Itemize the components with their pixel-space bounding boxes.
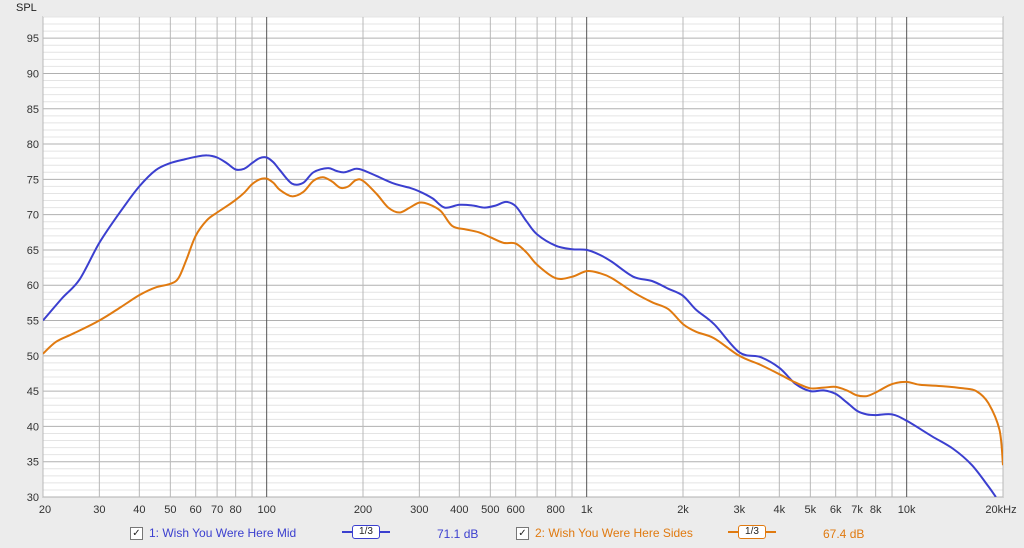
series1-checkbox[interactable]: ✓ (130, 526, 143, 540)
series2-level: 67.4 dB (823, 527, 865, 541)
y-tick-label: 70 (27, 210, 39, 222)
y-tick-label: 55 (27, 316, 39, 328)
x-tick-label: 200 (354, 504, 372, 516)
series1-smoothing-value: 1/3 (352, 525, 380, 539)
y-tick-label: 30 (27, 492, 39, 504)
x-tick-label: 800 (546, 504, 564, 516)
grid (42, 16, 1004, 498)
y-tick-label: 50 (27, 351, 39, 363)
x-tick-label: 6k (830, 504, 842, 516)
x-tick-label: 5k (805, 504, 817, 516)
x-tick-label: 3k (734, 504, 746, 516)
x-tick-label: 80 (230, 504, 242, 516)
x-tick-label: 300 (410, 504, 428, 516)
legend-item-mid[interactable]: ✓ 1: Wish You Were Here Mid (130, 526, 296, 540)
y-tick-label: 85 (27, 104, 39, 116)
y-tick-label: 60 (27, 280, 39, 292)
y-tick-label: 80 (27, 139, 39, 151)
y-tick-label: 75 (27, 174, 39, 186)
x-tick-label: 70 (211, 504, 223, 516)
x-tick-label: 400 (450, 504, 468, 516)
x-tick-label: 1k (581, 504, 593, 516)
x-tick-label: 40 (133, 504, 145, 516)
x-tick-label: 7k (851, 504, 863, 516)
x-tick-label: 100 (257, 504, 275, 516)
y-tick-label: 90 (27, 68, 39, 80)
legend: ✓ 1: Wish You Were Here Mid 1/3 71.1 dB … (0, 522, 1024, 546)
x-tick-label: 20kHz (985, 504, 1016, 516)
series2-smoothing[interactable]: 1/3 (728, 525, 776, 539)
y-tick-label: 35 (27, 457, 39, 469)
y-tick-label: 40 (27, 421, 39, 433)
series2-smoothing-value: 1/3 (738, 525, 766, 539)
legend-item-sides[interactable]: ✓ 2: Wish You Were Here Sides (516, 526, 693, 540)
y-tick-label: 45 (27, 386, 39, 398)
y-axis-label: SPL (16, 2, 37, 14)
series1-level: 71.1 dB (437, 527, 479, 541)
x-tick-label: 4k (774, 504, 786, 516)
x-tick-label: 600 (506, 504, 524, 516)
x-tick-label: 8k (870, 504, 882, 516)
y-axis-ticks: 30 35 40 45 50 55 60 65 70 75 80 85 90 95 (27, 33, 39, 504)
x-tick-label: 10k (898, 504, 916, 516)
x-tick-label: 50 (164, 504, 176, 516)
x-tick-label: 60 (190, 504, 202, 516)
series1-smoothing[interactable]: 1/3 (342, 525, 390, 539)
x-tick-label: 20 (39, 504, 51, 516)
y-tick-label: 65 (27, 245, 39, 257)
x-tick-label: 500 (481, 504, 499, 516)
series1-label: 1: Wish You Were Here Mid (149, 526, 297, 540)
y-tick-label: 95 (27, 33, 39, 45)
x-tick-label: 2k (677, 504, 689, 516)
series2-label: 2: Wish You Were Here Sides (535, 526, 693, 540)
x-axis-ticks: 20 30 40 50 60 70 80 100 200 300 400 500 600 800 1k 2k 3… (39, 504, 1017, 516)
series-line-1 (43, 154, 997, 497)
series-line-2 (43, 176, 1003, 466)
series-lines (43, 154, 1003, 497)
series2-checkbox[interactable]: ✓ (516, 526, 529, 540)
x-tick-label: 30 (93, 504, 105, 516)
